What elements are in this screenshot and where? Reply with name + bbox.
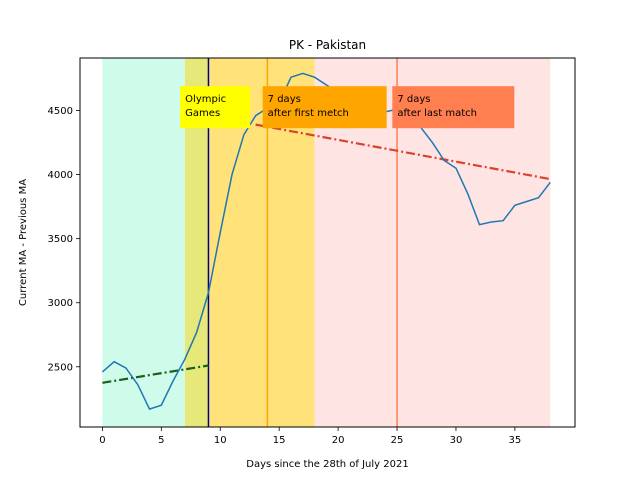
y-tick-label-3000: 3000 (48, 298, 73, 309)
chart-title: PK - Pakistan (289, 38, 366, 52)
x-tick-label-20: 20 (332, 435, 345, 446)
x-axis-ticks: 0 5 10 15 20 25 30 35 (99, 427, 521, 446)
x-tick-label-10: 10 (214, 435, 227, 446)
y-tick-label-4500: 4500 (48, 106, 73, 117)
y-tick-label-2500: 2500 (48, 362, 73, 373)
annotation-text-1-1: after first metch (268, 108, 349, 119)
y-tick-label-3500: 3500 (48, 234, 73, 245)
x-tick-label-15: 15 (273, 435, 286, 446)
annotation-text-1-0: 7 days (268, 94, 301, 105)
annotation-box-0 (180, 86, 251, 129)
plot-frame (79, 57, 576, 428)
data-series (101, 72, 551, 411)
annotation-text-0-1: Games (185, 108, 220, 119)
y-axis-ticks: 2500 3000 3500 4000 4500 (48, 106, 80, 373)
annotation-box-1 (262, 86, 387, 129)
region-1 (184, 58, 209, 427)
trend-lines (102, 123, 551, 384)
annotation-text-2-1: after last match (397, 108, 477, 119)
y-tick-label-4000: 4000 (48, 170, 73, 181)
trend-line-1 (255, 123, 551, 181)
y-axis-label: Current MA - Previous MA (18, 179, 29, 306)
x-tick-label-35: 35 (509, 435, 522, 446)
x-axis-label: Days since the 28th of July 2021 (246, 459, 408, 470)
region-0 (102, 58, 185, 427)
series-line-0 (101, 72, 551, 411)
x-tick-label-0: 0 (99, 435, 105, 446)
x-tick-label-30: 30 (450, 435, 463, 446)
annotation-text-2-0: 7 days (397, 94, 430, 105)
annotations: Olympic Games 7 days after first metch 7 day… (180, 86, 515, 129)
x-tick-label-25: 25 (391, 435, 404, 446)
annotation-text-0-0: Olympic (185, 94, 226, 105)
trend-line-0 (102, 364, 209, 384)
annotation-box-2 (392, 86, 515, 129)
x-tick-label-5: 5 (158, 435, 164, 446)
